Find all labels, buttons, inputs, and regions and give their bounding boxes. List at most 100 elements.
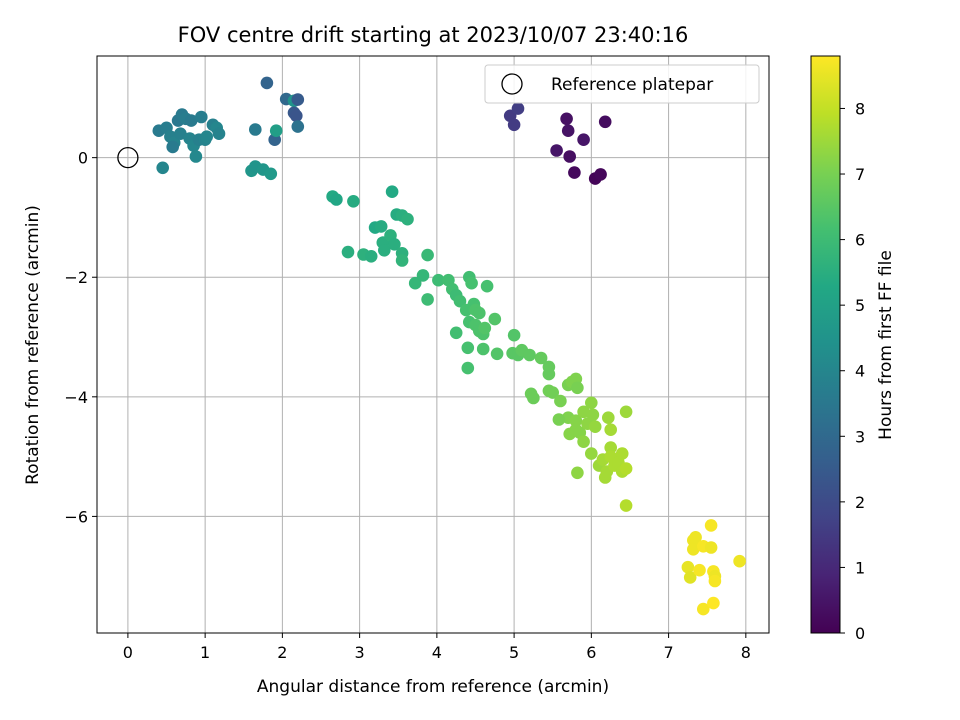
x-axis-ticks: 0 1 2 3 4 5 6 7 8 <box>123 633 751 662</box>
data-point <box>174 127 187 140</box>
colorbar-tick-label: 4 <box>855 362 865 381</box>
data-point <box>704 541 718 554</box>
data-point <box>388 238 401 251</box>
data-point <box>577 435 590 449</box>
data-point <box>264 167 278 181</box>
y-tick-label: −4 <box>64 388 88 407</box>
data-point <box>542 367 556 381</box>
colorbar-tick-label: 1 <box>855 558 865 577</box>
x-tick-label: 3 <box>355 643 365 662</box>
data-point <box>568 166 581 179</box>
data-point <box>615 447 629 460</box>
x-axis-title: Angular distance from reference (arcmin) <box>257 677 609 697</box>
data-point <box>697 602 710 616</box>
x-tick-label: 1 <box>200 643 210 662</box>
data-point <box>563 150 576 163</box>
data-point <box>546 386 559 399</box>
data-point <box>378 244 391 257</box>
data-point <box>534 351 548 365</box>
data-point <box>527 391 540 405</box>
y-axis-ticks: 0 −2 −4 −6 <box>64 149 97 526</box>
data-point <box>733 554 746 568</box>
data-point <box>619 405 633 419</box>
data-point <box>347 195 360 208</box>
data-point <box>552 413 566 426</box>
colorbar-tick-label: 8 <box>855 99 865 118</box>
data-point <box>561 124 575 137</box>
data-point <box>585 396 598 410</box>
data-point <box>480 279 494 293</box>
data-point <box>330 193 343 206</box>
data-point <box>269 124 283 137</box>
colorbar-gradient <box>810 55 841 634</box>
colorbar-ticks: 0 1 2 3 4 5 6 7 8 <box>840 99 865 643</box>
y-tick-label: 0 <box>78 149 88 168</box>
data-point <box>594 168 607 181</box>
legend-label-reference: Reference platepar <box>551 75 713 95</box>
data-point <box>465 276 478 290</box>
data-point <box>598 115 612 129</box>
data-point <box>260 76 274 90</box>
data-point <box>602 411 615 425</box>
data-point <box>569 414 583 428</box>
colorbar-tick-label: 6 <box>855 231 865 250</box>
data-point <box>195 110 208 124</box>
data-point <box>461 341 475 355</box>
colorbar-tick-label: 0 <box>855 624 865 643</box>
data-point <box>511 102 525 115</box>
data-point <box>586 408 600 422</box>
data-point <box>249 123 262 136</box>
data-point <box>291 93 305 106</box>
data-point <box>604 423 617 437</box>
data-point <box>341 245 355 259</box>
data-point <box>708 574 722 588</box>
colorbar-tick-label: 2 <box>855 493 865 512</box>
data-points <box>117 76 746 616</box>
data-point <box>689 531 702 544</box>
data-point <box>687 543 700 556</box>
data-point <box>166 140 179 154</box>
colorbar-tick-label: 5 <box>855 296 865 315</box>
data-point <box>488 312 502 326</box>
data-point <box>449 326 463 340</box>
reference-platepar-marker <box>117 146 139 169</box>
y-axis-title: Rotation from reference (arcmin) <box>23 205 43 485</box>
data-point <box>416 269 430 282</box>
data-point <box>212 127 226 140</box>
data-point <box>453 294 467 308</box>
data-point <box>364 249 378 263</box>
colorbar: 0 1 2 3 4 5 6 7 8 Hours from first FF file <box>810 55 896 643</box>
data-point <box>507 328 521 342</box>
x-tick-label: 6 <box>586 643 596 662</box>
data-point <box>507 118 521 132</box>
data-point <box>554 394 567 408</box>
data-point <box>478 321 492 335</box>
data-point <box>571 381 584 395</box>
colorbar-tick-label: 3 <box>855 427 865 446</box>
x-tick-label: 8 <box>741 643 751 662</box>
data-point <box>156 161 169 175</box>
data-point <box>473 306 486 320</box>
data-point <box>189 150 203 163</box>
data-point <box>408 276 422 290</box>
data-point <box>588 420 602 434</box>
data-point <box>490 347 504 361</box>
x-tick-label: 0 <box>123 643 133 662</box>
x-tick-label: 7 <box>663 643 673 662</box>
data-point <box>585 447 598 460</box>
data-point <box>707 596 720 610</box>
data-point <box>523 348 536 362</box>
y-tick-label: −6 <box>64 507 88 526</box>
grid <box>97 56 769 633</box>
legend-marker-reference <box>501 73 523 95</box>
data-point <box>681 560 695 574</box>
data-point <box>476 342 490 356</box>
data-point <box>401 212 414 226</box>
data-point <box>619 499 633 512</box>
data-point <box>604 441 617 454</box>
legend: Reference platepar <box>484 64 760 104</box>
data-point <box>432 273 445 287</box>
data-point <box>421 248 434 262</box>
plot-frame <box>96 55 770 634</box>
